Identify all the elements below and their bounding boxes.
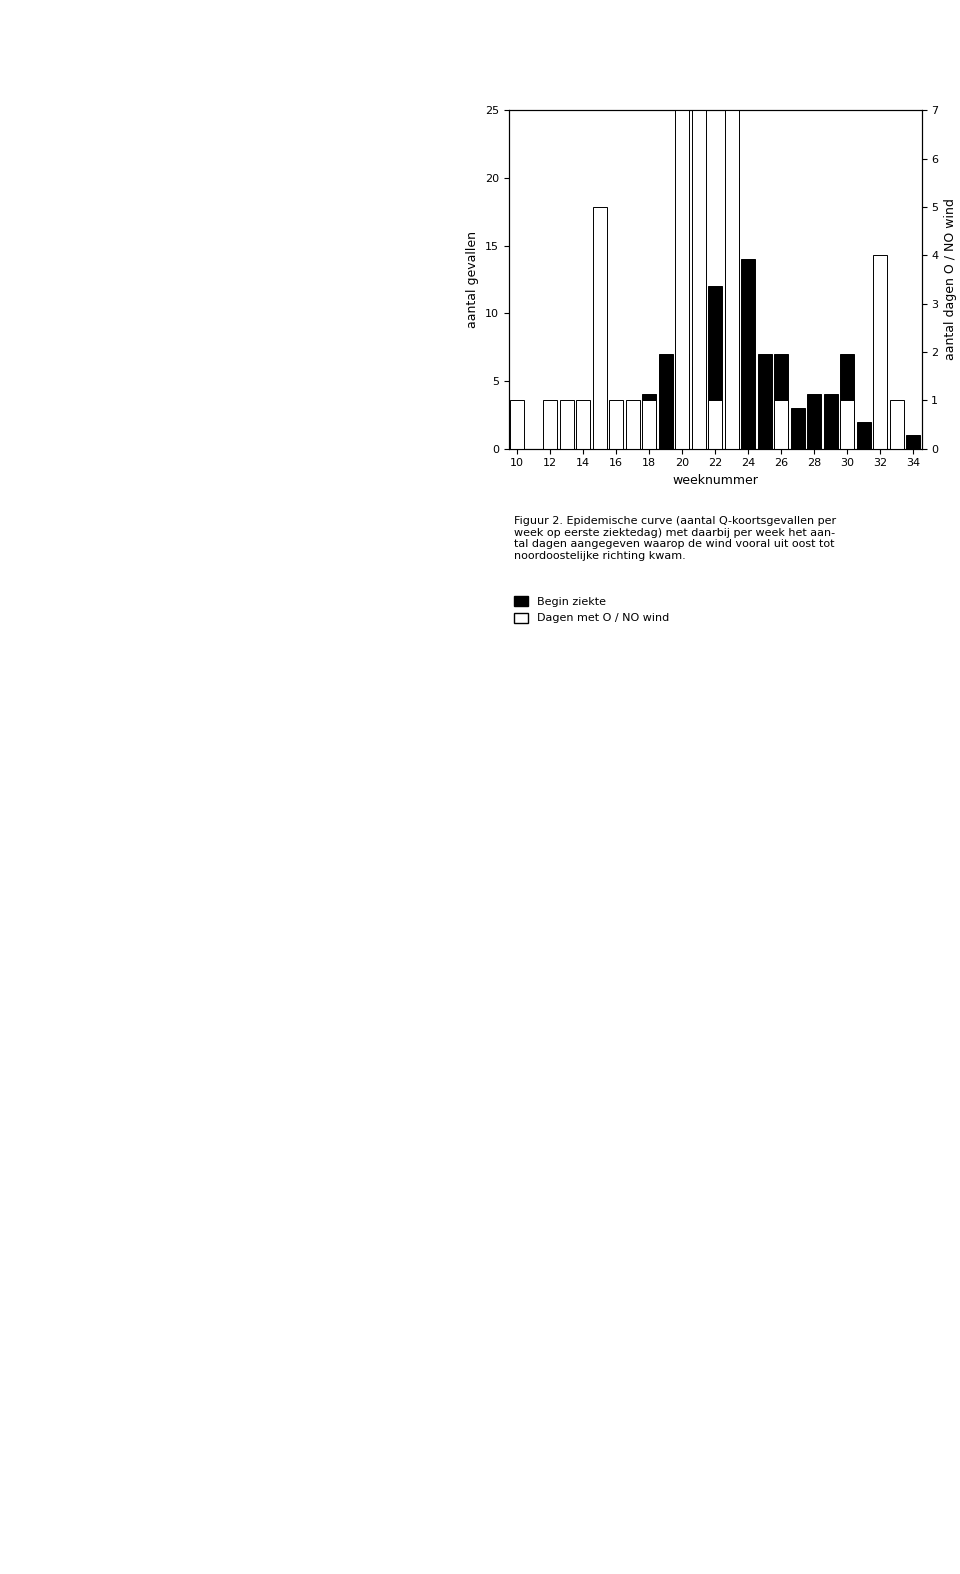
Bar	[856, 422, 871, 449]
Bar	[510, 400, 524, 449]
Bar	[626, 400, 639, 449]
Bar	[725, 0, 739, 449]
Bar	[890, 434, 904, 449]
Bar	[675, 110, 689, 449]
Text: Figuur 2. Epidemische curve (aantal Q-koortsgevallen per
week op eerste ziekteda: Figuur 2. Epidemische curve (aantal Q-ko…	[514, 516, 836, 560]
Bar	[874, 255, 887, 449]
Bar	[890, 400, 904, 449]
Bar	[757, 354, 772, 449]
Bar	[725, 178, 739, 449]
Bar	[840, 354, 854, 449]
Bar	[560, 400, 574, 449]
Bar	[906, 434, 921, 449]
Bar	[642, 395, 657, 449]
Bar	[543, 400, 557, 449]
Y-axis label: aantal dagen O / NO wind: aantal dagen O / NO wind	[944, 198, 957, 360]
Bar	[874, 422, 887, 449]
Bar	[824, 395, 838, 449]
Bar	[708, 400, 722, 449]
Bar	[774, 354, 788, 449]
Bar	[791, 408, 804, 449]
Bar	[691, 367, 706, 449]
Bar	[609, 400, 623, 449]
X-axis label: weeknummer: weeknummer	[672, 474, 758, 486]
Bar	[675, 354, 689, 449]
Y-axis label: aantal gevallen: aantal gevallen	[467, 231, 479, 327]
Bar	[592, 206, 607, 449]
Bar	[642, 400, 657, 449]
Bar	[741, 260, 756, 449]
Bar	[807, 395, 822, 449]
Bar	[840, 400, 854, 449]
Legend: Begin ziekte, Dagen met O / NO wind: Begin ziekte, Dagen met O / NO wind	[515, 597, 669, 623]
Bar	[708, 286, 722, 449]
Bar	[691, 0, 706, 449]
Bar	[659, 354, 673, 449]
Bar	[576, 400, 590, 449]
Bar	[774, 400, 788, 449]
